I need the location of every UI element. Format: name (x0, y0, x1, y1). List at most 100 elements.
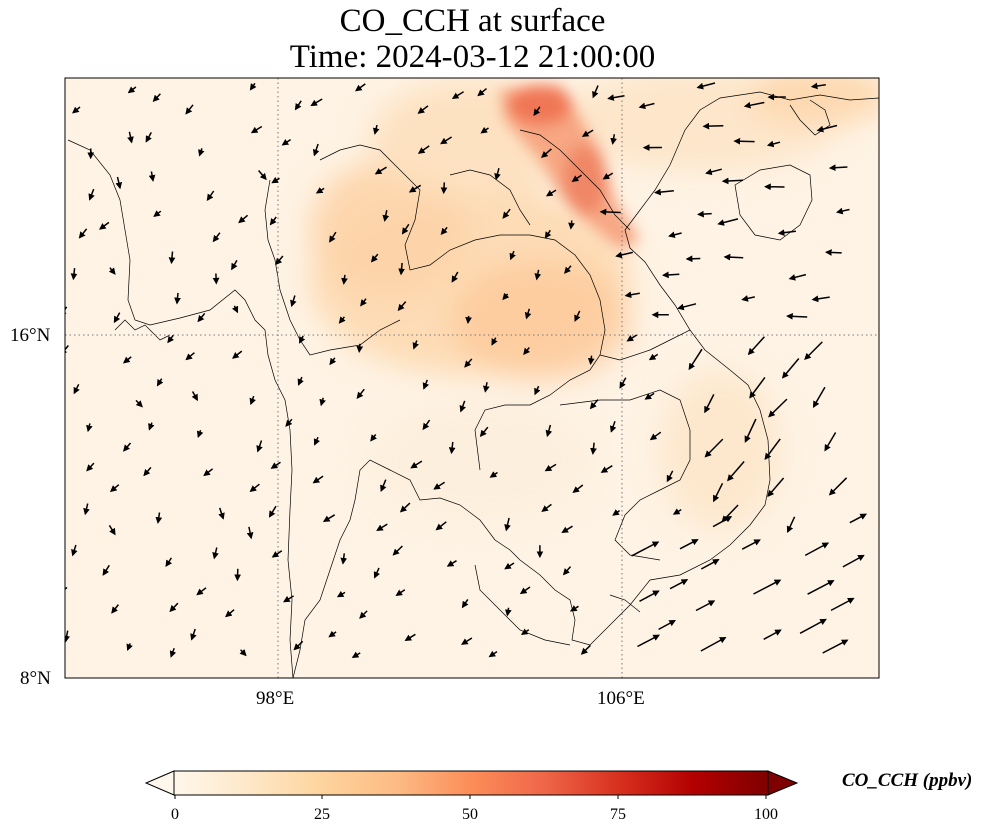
wind-arrow (509, 250, 516, 261)
wind-arrow (356, 388, 365, 399)
wind-arrow (78, 228, 88, 239)
wind-arrow (504, 607, 512, 617)
wind-arrow (461, 598, 469, 609)
wind-arrow (842, 554, 865, 568)
wind-arrow (249, 82, 257, 91)
wind-arrow (65, 630, 71, 643)
wind-arrow (283, 595, 294, 603)
wind-arrow (465, 315, 472, 325)
wind-arrow (580, 644, 591, 655)
wind-arrow (482, 382, 490, 393)
wind-arrow (661, 271, 680, 279)
wind-arrow (804, 341, 823, 361)
wind-arrow (392, 545, 403, 556)
wind-arrow (849, 513, 867, 524)
wind-arrow (502, 292, 510, 301)
wind-arrow (433, 481, 446, 490)
map-title: CO_CCH at surface (339, 3, 606, 39)
wind-arrow (315, 187, 325, 194)
wind-arrow (639, 590, 660, 602)
wind-arrow (828, 164, 848, 172)
wind-arrow (812, 386, 826, 408)
wind-arrow (88, 188, 95, 201)
wind-arrow (702, 122, 724, 130)
wind-arrow (374, 166, 387, 175)
wind-arrow (203, 468, 214, 477)
wind-arrow (108, 525, 116, 536)
wind-arrow (753, 579, 782, 595)
wind-arrow (519, 586, 531, 595)
wind-arrow (562, 566, 572, 576)
wind-arrow (185, 104, 194, 115)
wind-arrow (488, 650, 498, 658)
wind-arrow (297, 376, 304, 386)
wind-arrow (72, 106, 81, 114)
lon-tick-106e: 106°E (597, 688, 645, 709)
wind-arrow (408, 184, 422, 193)
wind-arrow (410, 460, 423, 469)
wind-arrow (767, 477, 785, 498)
concentration-field (65, 78, 879, 678)
wind-arrow (412, 340, 419, 350)
wind-arrow (494, 168, 501, 181)
wind-arrow (404, 633, 416, 642)
wind-arrow (704, 438, 724, 458)
wind-arrow (312, 475, 324, 484)
wind-arrow (448, 441, 456, 455)
wind-arrow (610, 134, 617, 145)
wind-arrow (534, 269, 542, 281)
wind-arrow (197, 312, 206, 323)
wind-arrow (156, 378, 164, 387)
wind-arrow (669, 579, 689, 590)
wind-arrow (169, 602, 179, 613)
wind-arrow (830, 597, 855, 612)
wind-arrow (828, 477, 848, 496)
wind-arrow (143, 466, 152, 477)
wind-arrow (781, 358, 800, 379)
wind-arrow (290, 295, 297, 308)
wind-arrow (422, 419, 431, 431)
lon-tick-98e: 98°E (256, 688, 295, 709)
wind-arrow (271, 550, 283, 558)
wind-arrow (461, 637, 473, 645)
wind-arrow (370, 253, 379, 263)
wind-arrow (111, 604, 119, 614)
wind-arrow (435, 521, 447, 531)
wind-arrow (615, 251, 633, 259)
wind-arrow (581, 129, 594, 137)
wind-arrow (238, 214, 249, 224)
wind-arrow (544, 463, 557, 472)
wind-arrow (165, 557, 173, 568)
wind-arrow (313, 436, 320, 446)
wind-arrow (329, 357, 337, 366)
wind-arrow (480, 126, 489, 134)
wind-arrow (113, 312, 121, 324)
wind-arrow (572, 484, 584, 494)
wind-arrow (232, 305, 239, 314)
wind-arrow (477, 88, 487, 97)
wind-arrow (696, 82, 716, 90)
wind-arrow (768, 398, 788, 418)
colorbar-label: CO_CCH (ppbv) (842, 770, 973, 791)
wind-arrow (249, 395, 256, 406)
wind-arrow (764, 438, 781, 460)
wind-arrow (786, 516, 796, 534)
map-subtitle: Time: 2024-03-12 21:00:00 (289, 39, 656, 75)
wind-vectors (65, 82, 867, 658)
wind-arrow (479, 426, 489, 438)
wind-arrow (811, 295, 830, 303)
wind-arrow (440, 226, 448, 236)
wind-arrow (65, 306, 68, 318)
colorbar-tick-0: 0 (171, 806, 179, 823)
wind-arrow (148, 422, 155, 431)
wind-arrow (382, 210, 390, 222)
wind-arrow (741, 295, 755, 302)
wind-arrow (399, 502, 411, 513)
wind-arrow (677, 303, 697, 311)
wind-arrow (218, 507, 225, 520)
wind-arrow (704, 394, 715, 414)
wind-arrow (190, 628, 197, 641)
wind-arrow (592, 85, 599, 99)
wind-arrow (249, 483, 260, 493)
wind-arrow (504, 517, 511, 532)
